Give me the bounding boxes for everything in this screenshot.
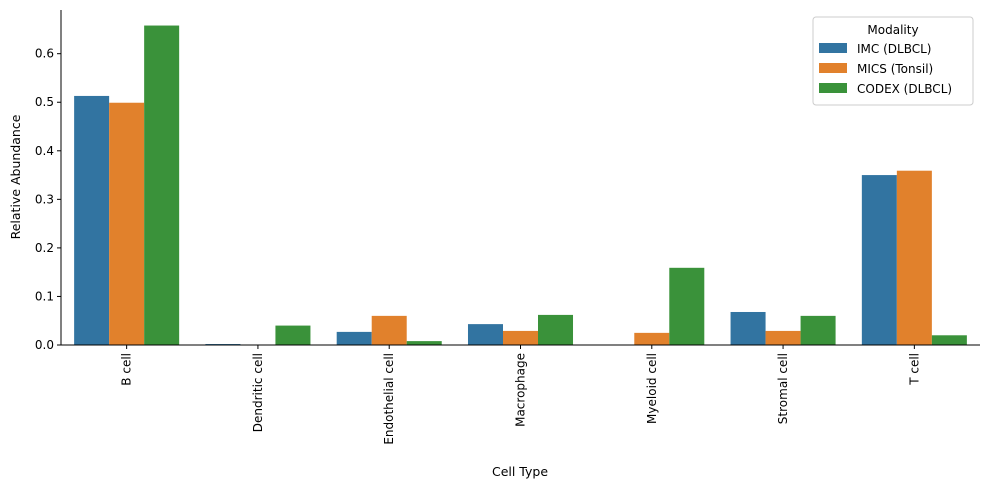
bar — [74, 95, 110, 345]
y-tick-label: 0.4 — [35, 144, 54, 158]
legend-label: MICS (Tonsil) — [857, 62, 933, 76]
bar — [800, 315, 836, 345]
y-tick-label: 0.0 — [35, 338, 54, 352]
y-tick-label: 0.2 — [35, 241, 54, 255]
bar — [109, 102, 145, 346]
x-axis-label: Cell Type — [492, 464, 548, 479]
bar — [669, 267, 705, 345]
legend-swatch — [819, 43, 847, 53]
legend-title: Modality — [867, 23, 918, 37]
y-tick-label: 0.3 — [35, 192, 54, 206]
legend-swatch — [819, 83, 847, 93]
bar — [371, 315, 407, 345]
bar — [538, 314, 574, 345]
bar — [730, 311, 766, 345]
x-tick-label: B cell — [120, 353, 134, 386]
bar — [336, 331, 372, 345]
bar — [502, 330, 539, 345]
y-tick-label: 0.6 — [35, 47, 54, 61]
bars-group — [74, 25, 967, 346]
x-tick-label: Myeloid cell — [645, 353, 659, 424]
y-tick-label: 0.5 — [35, 95, 54, 109]
bar — [931, 335, 967, 345]
x-tick-label: T cell — [907, 353, 921, 386]
legend-box — [812, 16, 974, 106]
bar — [275, 325, 311, 345]
x-tick-label: Endothelial cell — [382, 353, 396, 445]
legend-label: CODEX (DLBCL) — [857, 82, 952, 96]
legend: Modality IMC (DLBCL) MICS (Tonsil) CODEX (… — [812, 16, 974, 106]
x-tick-label: Macrophage — [514, 353, 528, 427]
bar — [144, 25, 180, 346]
bar — [467, 324, 503, 345]
y-axis-label: Relative Abundance — [8, 114, 23, 239]
legend-items: IMC (DLBCL) MICS (Tonsil) CODEX (DLBCL) — [819, 42, 952, 96]
y-tick-label: 0.1 — [35, 289, 54, 303]
legend-label: IMC (DLBCL) — [857, 42, 931, 56]
y-ticks-group: 0.0 0.1 0.2 0.3 0.4 0.5 0.6 — [35, 47, 61, 352]
x-ticks-group: B cell Dendritic cell Endothelial cell Macr… — [120, 345, 921, 445]
legend-swatch — [819, 63, 847, 73]
x-tick-label: Dendritic cell — [251, 353, 265, 432]
bar — [765, 330, 801, 345]
bar — [896, 170, 932, 345]
bar — [861, 175, 897, 345]
bar — [634, 332, 670, 345]
bar — [406, 341, 442, 345]
x-tick-label: Stromal cell — [776, 353, 790, 424]
